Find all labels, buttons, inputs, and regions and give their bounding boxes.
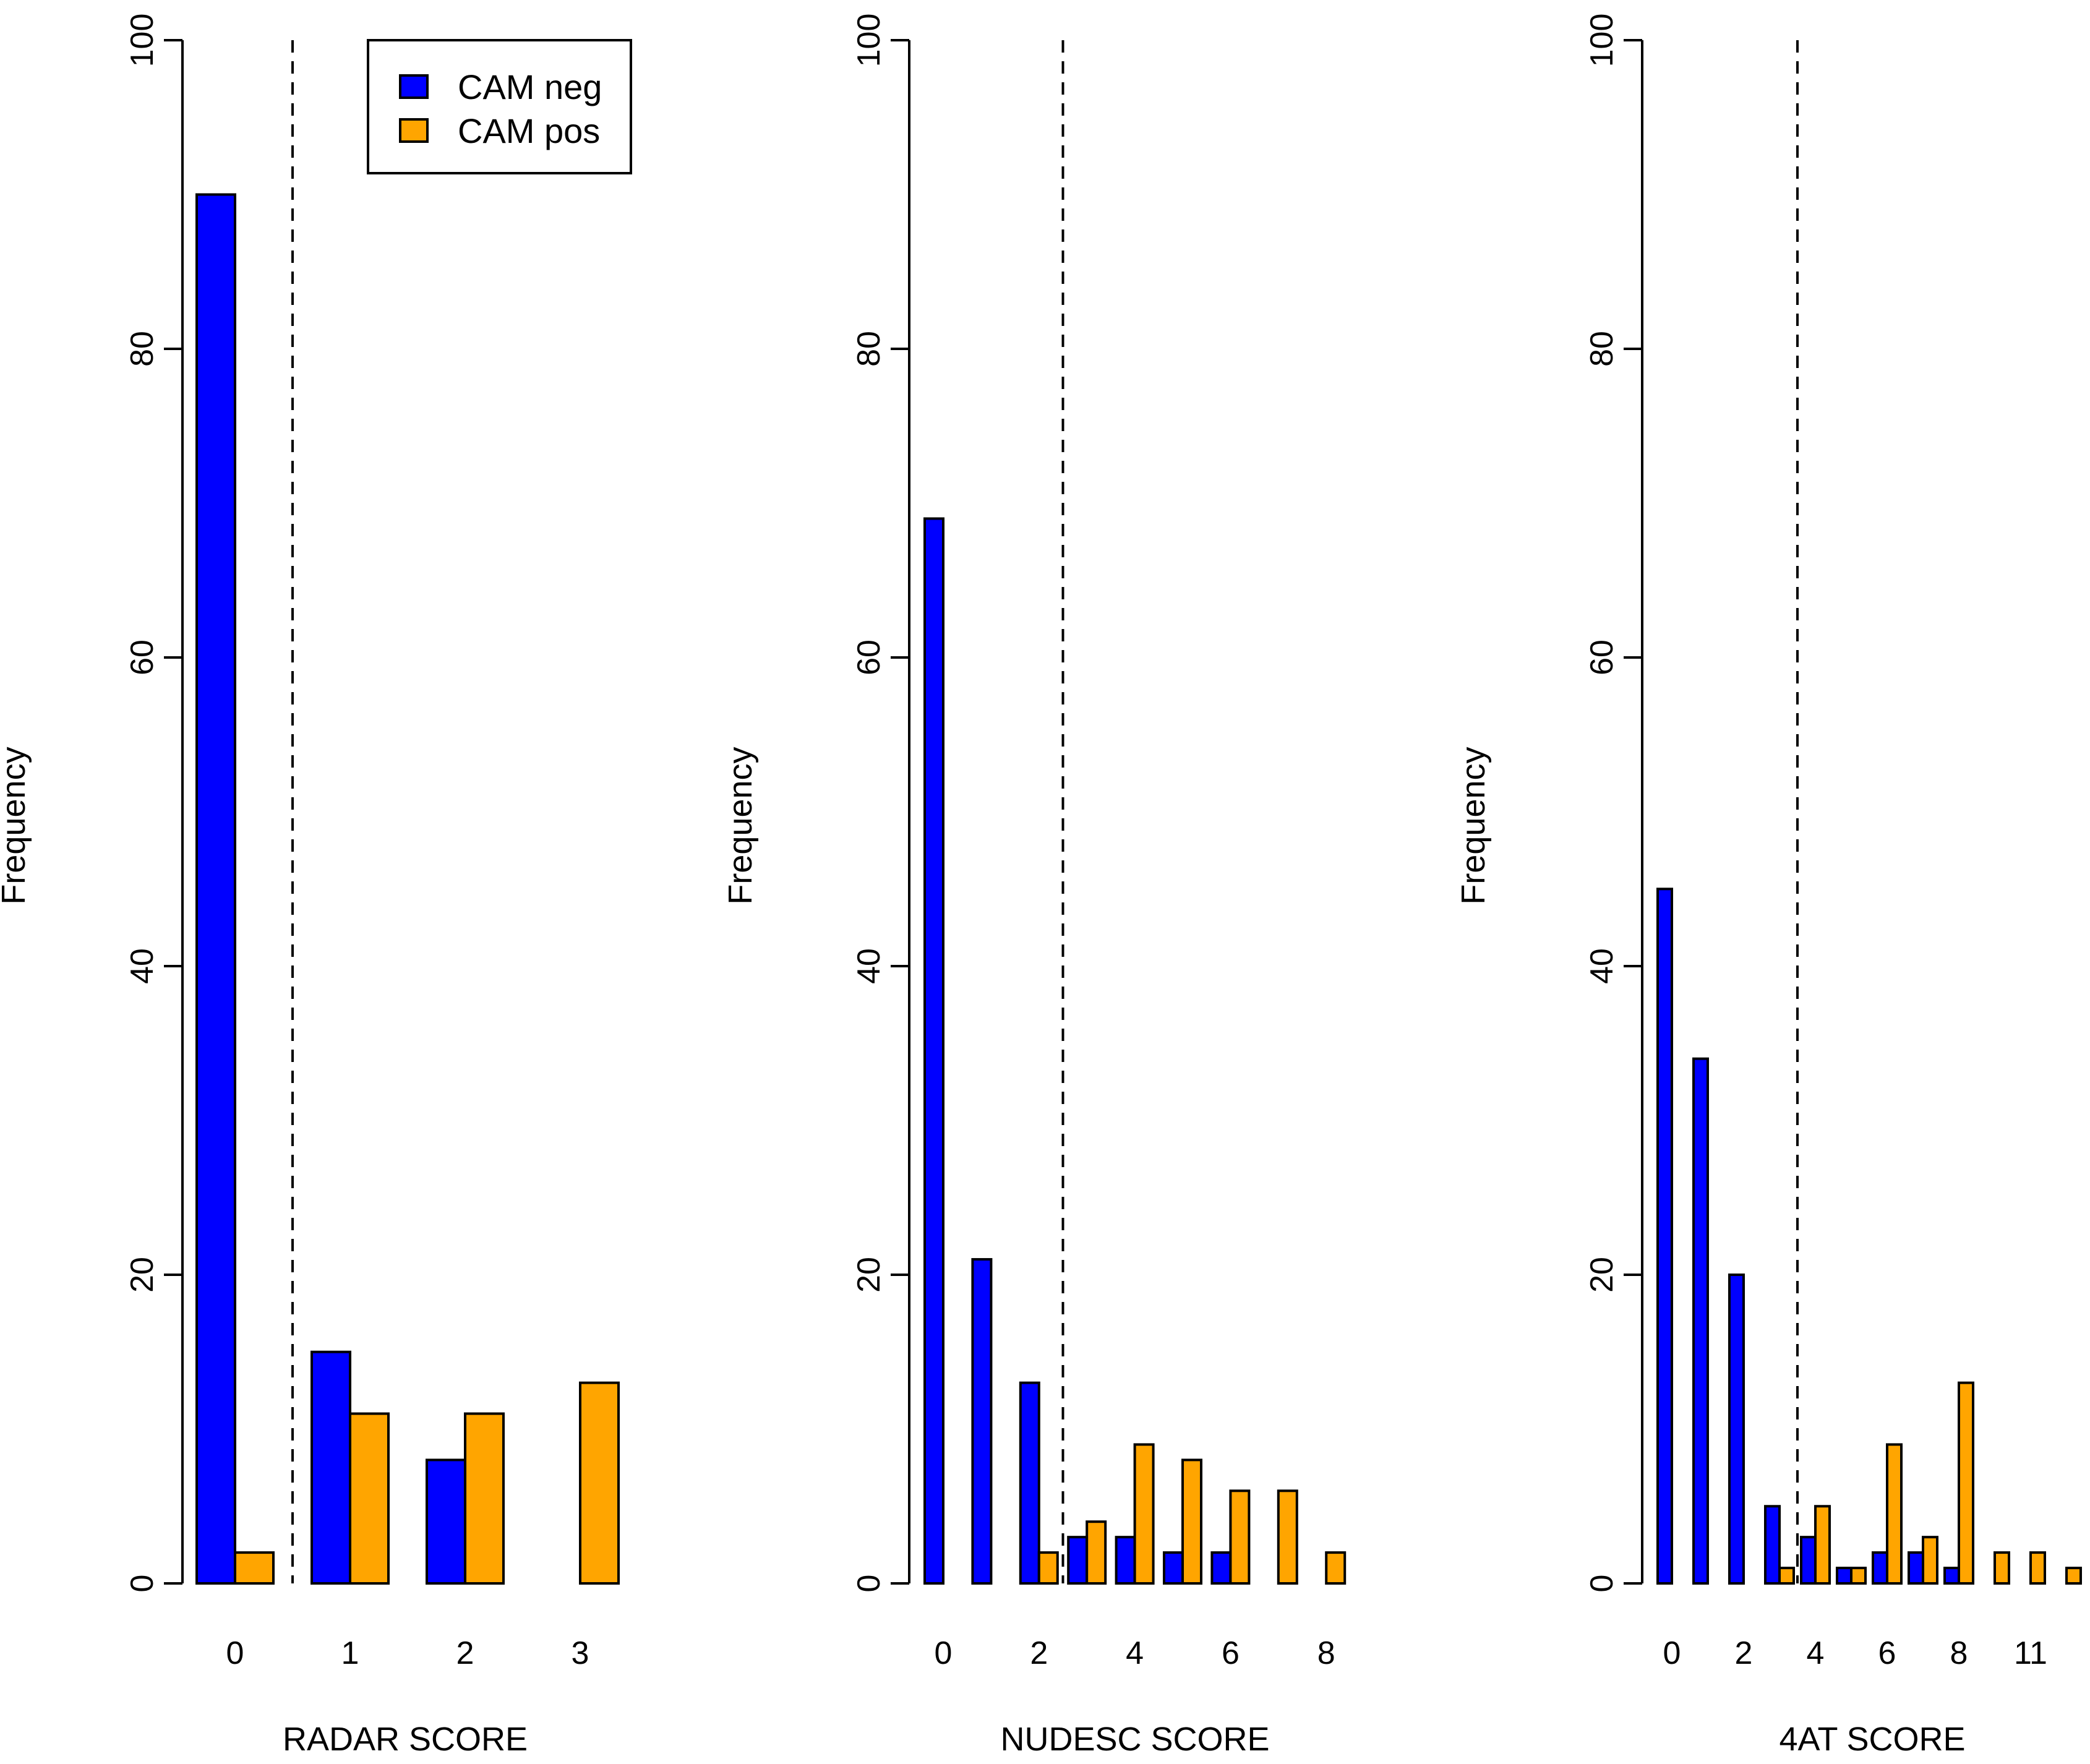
y-tick-label-80: 80 [851,331,887,367]
y-tick-label-40: 40 [1584,948,1620,984]
x-tick-label-0: 0 [1663,1635,1681,1671]
bar-cam-neg-score-5 [1836,1567,1852,1585]
panel-radar: 0 20 40 60 80 100 Frequency 0 1 2 3 RADAR SCORE [0,14,620,1758]
x-tick-label-6: 6 [1878,1635,1896,1671]
bar-cam-neg-score-7 [1908,1551,1924,1585]
y-tick-label-100: 100 [851,14,887,67]
y-tick-label-0: 0 [851,1575,887,1593]
bar-cam-neg-score-2 [426,1458,466,1585]
bar-cam-pos-score-2 [464,1412,505,1585]
y-tick-label-80: 80 [1584,331,1620,367]
x-tick-label-4: 4 [1126,1635,1144,1671]
panel-nudesc: 0 20 40 60 80 100 Frequency 0 2 4 6 8 NUDESC SCORE [722,14,1347,1758]
bar-cam-neg-score-4 [1800,1536,1817,1585]
y-tick-label-80: 80 [124,331,160,367]
bar-cam-pos-score-6 [1886,1443,1903,1585]
bar-cam-pos-score-5 [1850,1567,1867,1585]
y-tick-label-0: 0 [1584,1575,1620,1593]
bar-cam-neg-score-6 [1872,1551,1888,1585]
y-tick-label-100: 100 [124,14,160,67]
bar-cam-pos-score-12 [2065,1567,2082,1585]
bar-cam-neg-score-4 [1115,1536,1136,1585]
bar-cam-neg-score-1 [1692,1057,1709,1585]
x-axis-title: NUDESC SCORE [1000,1721,1269,1758]
x-tick-label-0: 0 [935,1635,953,1671]
legend-box [367,39,632,174]
bar-cam-neg-score-0 [195,193,236,1585]
y-tick-label-60: 60 [124,640,160,675]
bar-cam-neg-score-6 [1210,1551,1232,1585]
bar-cam-pos-score-4 [1133,1443,1155,1585]
y-tick-label-60: 60 [1584,640,1620,675]
x-tick-label-2: 2 [1030,1635,1048,1671]
x-tick-label-4: 4 [1807,1635,1825,1671]
x-axis-title: RADAR SCORE [283,1721,528,1758]
bar-cam-pos-score-2 [1037,1551,1059,1585]
legend-label-cam-neg: CAM neg [458,67,602,106]
bar-cam-neg-score-1 [311,1350,351,1585]
y-tick-label-100: 100 [1584,14,1620,67]
bar-cam-pos-score-1 [349,1412,390,1585]
x-tick-label-0: 0 [226,1635,244,1671]
x-tick-label-2: 2 [1735,1635,1753,1671]
bar-cam-pos-score-6 [1229,1489,1251,1585]
bar-cam-neg-score-2 [1019,1381,1040,1585]
bar-cam-pos-score-8 [1325,1551,1347,1585]
legend-swatch-cam-neg [399,74,429,99]
bar-cam-neg-score-5 [1163,1551,1184,1585]
bar-cam-pos-score-3 [1086,1520,1107,1585]
y-tick-label-60: 60 [851,640,887,675]
y-axis-title: Frequency [0,747,32,904]
y-axis-title: Frequency [722,747,759,904]
x-tick-label-1: 1 [341,1635,359,1671]
bar-cam-pos-score-11 [2029,1551,2046,1585]
bar-cam-pos-score-3 [579,1381,620,1585]
y-tick-label-20: 20 [1584,1257,1620,1293]
bar-cam-pos-score-8 [1958,1381,1974,1585]
y-tick-label-20: 20 [124,1257,160,1293]
bar-cam-pos-score-4 [1814,1505,1831,1585]
x-tick-label-2: 2 [456,1635,474,1671]
legend-label-cam-pos: CAM pos [458,111,600,150]
bar-cam-pos-score-5 [1181,1458,1202,1585]
bar-cam-neg-score-3 [1764,1505,1781,1585]
panel-4at: 0 20 40 60 80 100 Frequency 0 2 4 6 8 11 4AT SCORE [1455,14,2082,1758]
bar-cam-pos-score-9 [1994,1551,2010,1585]
y-tick-label-0: 0 [124,1575,160,1593]
legend: CAM neg CAM pos [367,39,632,174]
bar-cam-pos-score-7 [1277,1489,1298,1585]
bar-cam-neg-score-8 [1943,1567,1960,1585]
x-tick-label-11: 11 [2014,1635,2047,1671]
y-tick-label-40: 40 [851,948,887,984]
bar-cam-pos-score-3 [1778,1567,1795,1585]
bar-cam-neg-score-1 [971,1258,993,1585]
bar-cam-neg-score-3 [1067,1536,1089,1585]
bar-cam-neg-score-0 [923,517,944,1585]
bar-cam-neg-score-2 [1728,1274,1745,1585]
bar-cam-pos-score-7 [1922,1536,1938,1585]
y-axis-title: Frequency [1455,747,1492,904]
bar-cam-neg-score-0 [1656,888,1673,1585]
x-tick-label-8: 8 [1950,1635,1968,1671]
x-tick-label-6: 6 [1222,1635,1240,1671]
x-tick-label-3: 3 [572,1635,589,1671]
bar-cam-pos-score-0 [234,1551,275,1585]
y-tick-label-40: 40 [124,948,160,984]
legend-swatch-cam-pos [399,118,429,143]
x-axis-title: 4AT SCORE [1779,1721,1965,1758]
x-tick-label-8: 8 [1317,1635,1335,1671]
y-tick-label-20: 20 [851,1257,887,1293]
